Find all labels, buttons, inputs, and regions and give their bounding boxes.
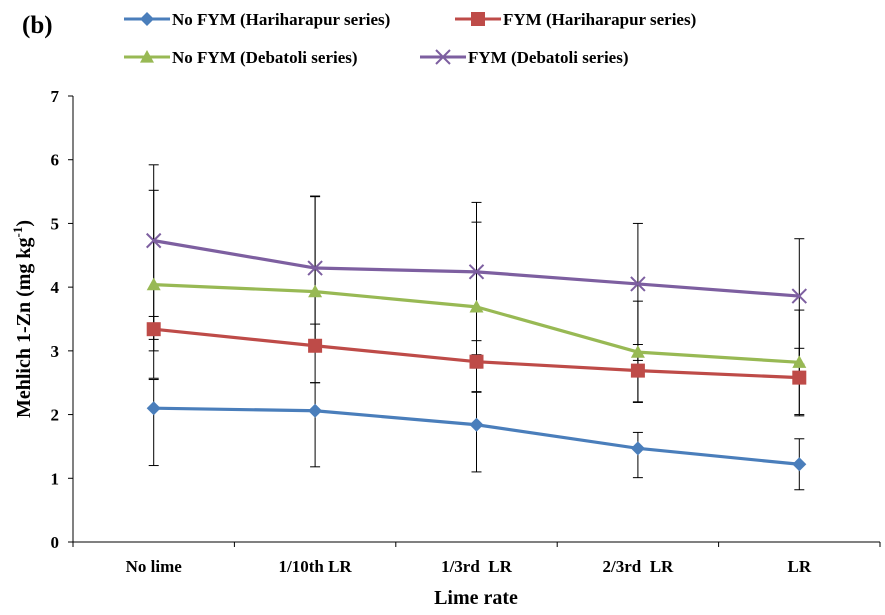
x-tick-label: 1/3rd LR: [441, 557, 513, 576]
x-tick-label: 2/3rd LR: [602, 557, 674, 576]
point-series-2: [469, 354, 484, 369]
legend-marker-series-1: [140, 12, 154, 26]
point-series-2: [792, 370, 807, 385]
x-tick-label: LR: [787, 557, 811, 576]
x-tick-label: 1/10th LR: [278, 557, 352, 576]
panel-label: (b): [22, 12, 53, 39]
y-ticks: 0 1 2 3 4 5 6 7: [51, 87, 73, 552]
point-series-4: [630, 276, 646, 292]
point-series-3: [469, 299, 484, 313]
point-series-1: [469, 417, 484, 432]
y-tick-label: 1: [51, 469, 60, 488]
point-series-3: [792, 355, 807, 368]
point-series-4: [307, 260, 323, 276]
y-tick-label: 4: [51, 278, 60, 297]
legend-marker-series-2: [471, 12, 485, 26]
y-tick-label: 2: [51, 406, 60, 425]
y-tick-label: 0: [51, 533, 60, 552]
point-series-2: [630, 363, 645, 378]
legend-item-series-3: No FYM (Debatoli series): [124, 48, 358, 67]
y-axis-title-close: ): [13, 220, 35, 227]
point-series-1: [146, 401, 161, 416]
x-tick-label: No lime: [126, 557, 183, 576]
legend-item-series-4: FYM (Debatoli series): [420, 48, 629, 67]
point-series-3: [308, 284, 323, 298]
legend-label-series-3: No FYM (Debatoli series): [172, 48, 358, 67]
point-series-1: [308, 403, 323, 418]
y-axis-title-superscript: -1: [10, 227, 25, 238]
legend-label-series-2: FYM (Hariharapur series): [503, 10, 696, 29]
point-series-3: [146, 277, 161, 291]
legend-label-series-1: No FYM (Hariharapur series): [172, 10, 390, 29]
point-series-3: [630, 345, 645, 358]
error-bars: [148, 164, 805, 491]
y-tick-label: 5: [51, 214, 60, 233]
legend: No FYM (Hariharapur series) FYM (Harihar…: [124, 10, 696, 67]
point-series-4: [468, 264, 485, 280]
point-series-2: [308, 338, 323, 353]
point-series-1: [630, 441, 645, 456]
y-tick-label: 6: [51, 151, 60, 170]
point-series-2: [146, 322, 161, 337]
y-axis-title-main: Mehlich 1-Zn (mg kg: [13, 237, 35, 418]
legend-item-series-1: No FYM (Hariharapur series): [124, 10, 390, 29]
point-series-4: [791, 288, 808, 304]
series-markers: [145, 232, 808, 472]
legend-marker-series-3: [140, 50, 154, 63]
legend-item-series-2: FYM (Hariharapur series): [455, 10, 696, 29]
legend-marker-series-4: [435, 49, 451, 65]
y-axis-title: Mehlich 1-Zn (mg kg-1): [10, 220, 35, 418]
point-series-4: [145, 232, 162, 249]
x-axis-title: Lime rate: [434, 587, 518, 609]
legend-label-series-4: FYM (Debatoli series): [468, 48, 629, 67]
y-tick-label: 7: [51, 87, 60, 106]
x-ticks: No lime 1/10th LR 1/3rd LR 2/3rd LR LR: [72, 542, 881, 576]
point-series-1: [792, 457, 807, 472]
y-tick-label: 3: [51, 342, 60, 361]
